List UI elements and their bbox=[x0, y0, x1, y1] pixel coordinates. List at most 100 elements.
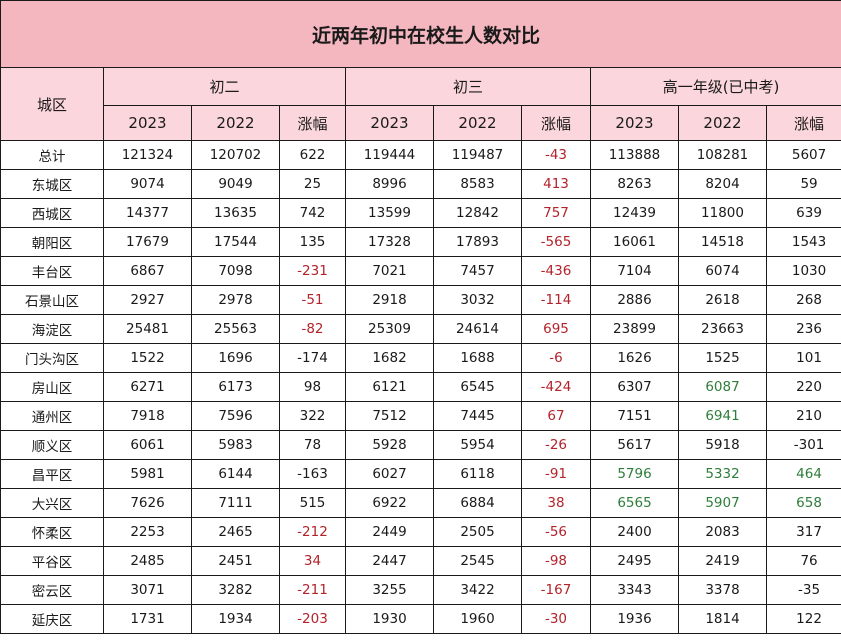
value-cell: 17893 bbox=[433, 227, 522, 257]
table-row: 平谷区 2485 2451 34 2447 2545 -98 2495 2419 76 bbox=[0, 546, 841, 576]
table-row: 朝阳区 17679 17544 135 17328 17893 -565 16061 14518… bbox=[0, 227, 841, 257]
value-cell: 7445 bbox=[433, 401, 522, 431]
district-name-cell: 丰台区 bbox=[0, 256, 104, 286]
value-cell: 2465 bbox=[191, 517, 280, 547]
change-cell: 464 bbox=[765, 459, 841, 489]
subheader-2022: 2022 bbox=[678, 105, 767, 141]
table-row: 丰台区 6867 7098 -231 7021 7457 -436 7104 6074 1030 bbox=[0, 256, 841, 286]
value-cell: 1626 bbox=[590, 343, 679, 373]
change-cell: -163 bbox=[279, 459, 346, 489]
value-cell: 5907 bbox=[678, 488, 767, 518]
value-cell: 7918 bbox=[103, 401, 192, 431]
value-cell: 3343 bbox=[590, 575, 679, 605]
value-cell: 6307 bbox=[590, 372, 679, 402]
value-cell: 2253 bbox=[103, 517, 192, 547]
change-cell: -26 bbox=[521, 430, 591, 460]
district-name-cell: 门头沟区 bbox=[0, 343, 104, 373]
change-cell: 413 bbox=[521, 169, 591, 199]
district-name-cell: 密云区 bbox=[0, 575, 104, 605]
value-cell: 2927 bbox=[103, 285, 192, 315]
district-name-cell: 房山区 bbox=[0, 372, 104, 402]
change-cell: -30 bbox=[521, 604, 591, 634]
subheader-2023: 2023 bbox=[345, 105, 434, 141]
change-cell: 210 bbox=[765, 401, 841, 431]
change-cell: 1030 bbox=[765, 256, 841, 286]
value-cell: 1688 bbox=[433, 343, 522, 373]
change-cell: 25 bbox=[279, 169, 346, 199]
change-cell: -565 bbox=[521, 227, 591, 257]
table-row: 延庆区 1731 1934 -203 1930 1960 -30 1936 1814 122 bbox=[0, 604, 841, 634]
value-cell: 3255 bbox=[345, 575, 434, 605]
group-header-grade10: 高一年级(已中考) bbox=[589, 67, 841, 106]
district-name-cell: 石景山区 bbox=[0, 285, 104, 315]
value-cell: 113888 bbox=[590, 140, 679, 170]
value-cell: 2419 bbox=[678, 546, 767, 576]
value-cell: 6121 bbox=[345, 372, 434, 402]
value-cell: 6027 bbox=[345, 459, 434, 489]
change-cell: -231 bbox=[279, 256, 346, 286]
change-cell: 639 bbox=[765, 198, 841, 228]
change-cell: 59 bbox=[765, 169, 841, 199]
table-row: 怀柔区 2253 2465 -212 2449 2505 -56 2400 2083 317 bbox=[0, 517, 841, 547]
change-cell: -43 bbox=[521, 140, 591, 170]
subheader-2022: 2022 bbox=[433, 105, 522, 141]
change-cell: 98 bbox=[279, 372, 346, 402]
value-cell: 3378 bbox=[678, 575, 767, 605]
table-title: 近两年初中在校生人数对比 bbox=[0, 0, 841, 68]
change-cell: 515 bbox=[279, 488, 346, 518]
table-row: 石景山区 2927 2978 -51 2918 3032 -114 2886 2618 268 bbox=[0, 285, 841, 315]
district-name-cell: 西城区 bbox=[0, 198, 104, 228]
value-cell: 1934 bbox=[191, 604, 280, 634]
group-header-grade9: 初三 bbox=[345, 67, 591, 106]
value-cell: 25563 bbox=[191, 314, 280, 344]
change-cell: 658 bbox=[765, 488, 841, 518]
change-cell: -56 bbox=[521, 517, 591, 547]
value-cell: 7457 bbox=[433, 256, 522, 286]
value-cell: 6118 bbox=[433, 459, 522, 489]
value-cell: 5983 bbox=[191, 430, 280, 460]
change-cell: 322 bbox=[279, 401, 346, 431]
value-cell: 14518 bbox=[678, 227, 767, 257]
change-cell: 122 bbox=[765, 604, 841, 634]
change-cell: 101 bbox=[765, 343, 841, 373]
value-cell: 2495 bbox=[590, 546, 679, 576]
table-row: 通州区 7918 7596 322 7512 7445 67 7151 6941 210 bbox=[0, 401, 841, 431]
change-cell: -203 bbox=[279, 604, 346, 634]
value-cell: 24614 bbox=[433, 314, 522, 344]
change-cell: -51 bbox=[279, 285, 346, 315]
value-cell: 8996 bbox=[345, 169, 434, 199]
district-name-cell: 通州区 bbox=[0, 401, 104, 431]
value-cell: 2618 bbox=[678, 285, 767, 315]
value-cell: 6941 bbox=[678, 401, 767, 431]
value-cell: 25309 bbox=[345, 314, 434, 344]
change-cell: -167 bbox=[521, 575, 591, 605]
value-cell: 7098 bbox=[191, 256, 280, 286]
value-cell: 11800 bbox=[678, 198, 767, 228]
change-cell: 757 bbox=[521, 198, 591, 228]
change-cell: -82 bbox=[279, 314, 346, 344]
value-cell: 5954 bbox=[433, 430, 522, 460]
value-cell: 7021 bbox=[345, 256, 434, 286]
table-row: 昌平区 5981 6144 -163 6027 6118 -91 5796 5332 464 bbox=[0, 459, 841, 489]
value-cell: 2447 bbox=[345, 546, 434, 576]
district-name-cell: 大兴区 bbox=[0, 488, 104, 518]
value-cell: 2083 bbox=[678, 517, 767, 547]
change-cell: -211 bbox=[279, 575, 346, 605]
value-cell: 3071 bbox=[103, 575, 192, 605]
change-cell: 317 bbox=[765, 517, 841, 547]
value-cell: 119444 bbox=[345, 140, 434, 170]
change-cell: 220 bbox=[765, 372, 841, 402]
value-cell: 13635 bbox=[191, 198, 280, 228]
district-name-cell: 昌平区 bbox=[0, 459, 104, 489]
value-cell: 17544 bbox=[191, 227, 280, 257]
value-cell: 1960 bbox=[433, 604, 522, 634]
value-cell: 6545 bbox=[433, 372, 522, 402]
value-cell: 6061 bbox=[103, 430, 192, 460]
value-cell: 12439 bbox=[590, 198, 679, 228]
value-cell: 13599 bbox=[345, 198, 434, 228]
value-cell: 7512 bbox=[345, 401, 434, 431]
value-cell: 6074 bbox=[678, 256, 767, 286]
change-cell: 135 bbox=[279, 227, 346, 257]
change-cell: 5607 bbox=[765, 140, 841, 170]
value-cell: 1522 bbox=[103, 343, 192, 373]
